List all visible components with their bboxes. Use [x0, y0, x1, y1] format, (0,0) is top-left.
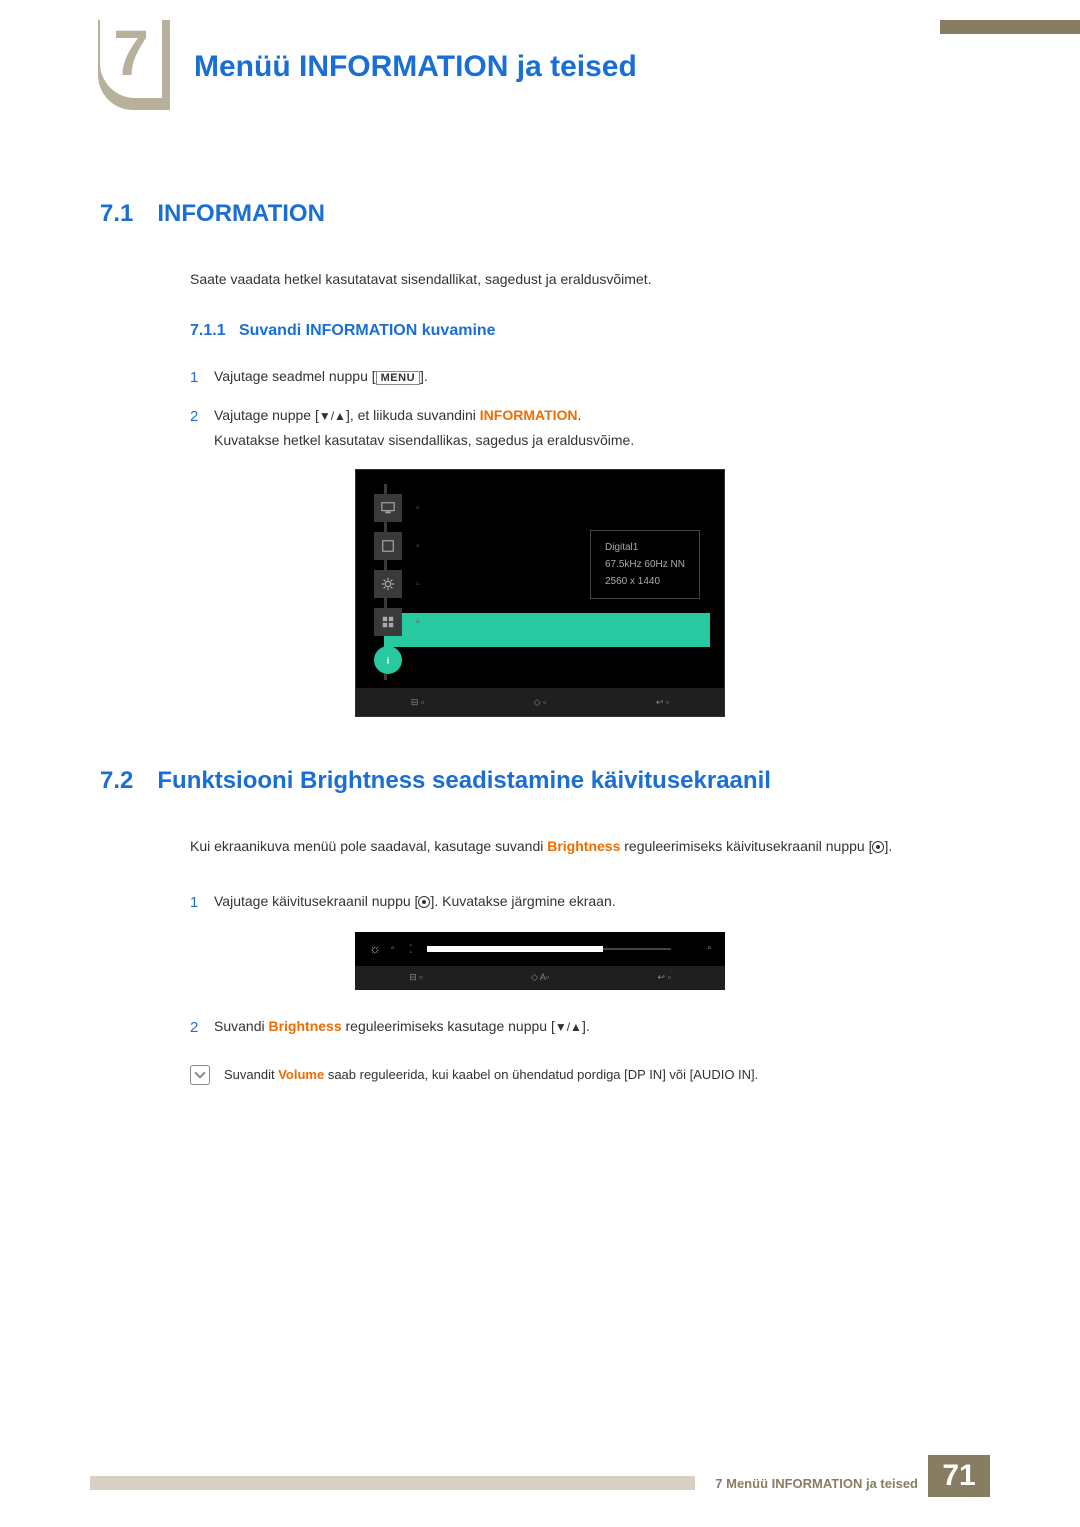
section-7-1-heading: 7.1 INFORMATION — [0, 200, 1080, 228]
info-icon: i — [374, 646, 402, 674]
osd-footer-item: ◇ ▫ — [534, 697, 547, 708]
section-title: Funktsiooni Brightness seadistamine käiv… — [157, 767, 771, 795]
chapter-number: 7 — [100, 8, 162, 98]
footer-bar-light — [90, 1476, 695, 1490]
step-text: Vajutage seadmel nuppu [MENU]. — [214, 364, 980, 391]
subsection-number: 7.1.1 — [190, 322, 226, 339]
note-icon — [190, 1065, 210, 1085]
subsection-title: Suvandi INFORMATION kuvamine — [239, 322, 496, 339]
separator: : — [409, 940, 413, 958]
info-line-3: 2560 x 1440 — [605, 573, 685, 590]
step-2: 2 Vajutage nuppe [▼/▲], et liikuda suvan… — [0, 403, 1080, 453]
step-2-72: 2 Suvandi Brightness reguleerimiseks kas… — [0, 1014, 1080, 1041]
info-line-2: 67.5kHz 60Hz NN — [605, 556, 685, 573]
step-text: Vajutage käivitusekraanil nuppu [ ]. Kuva… — [214, 889, 980, 916]
keyword-volume: Volume — [278, 1067, 324, 1082]
step-number: 2 — [190, 403, 214, 453]
text: saab reguleerida, kui kaabel on ühendatu… — [324, 1067, 758, 1082]
text: reguleerimiseks käivitusekraanil nuppu [ — [620, 838, 872, 854]
footer-text: 7 Menüü INFORMATION ja teised — [715, 1476, 918, 1491]
square-icon — [374, 532, 402, 560]
osd-row: ▫ — [374, 494, 706, 522]
brightness-footer: ⊟ ▫ ◇ A▫ ↩ ▫ — [355, 966, 725, 990]
step-number: 2 — [190, 1014, 214, 1041]
top-accent-bar — [940, 20, 1080, 34]
osd-brightness-screenshot: ☼ ▫ : ▫ ⊟ ▫ ◇ A▫ ↩ ▫ — [355, 932, 725, 990]
text: Kui ekraanikuva menüü pole saadaval, kas… — [190, 838, 547, 854]
footer-item: ⊟ ▫ — [409, 972, 422, 983]
keyword-brightness: Brightness — [547, 838, 620, 854]
step-1: 1 Vajutage seadmel nuppu [MENU]. — [0, 364, 1080, 391]
text: Vajutage käivitusekraanil nuppu [ — [214, 893, 418, 909]
text: Vajutage nuppe [ — [214, 407, 319, 423]
osd-footer-item: ↩ ▫ — [656, 697, 669, 708]
monitor-icon — [374, 494, 402, 522]
brightness-fill — [427, 946, 603, 952]
step-number: 1 — [190, 364, 214, 391]
section-number: 7.1 — [100, 200, 133, 228]
osd-label: ▫ — [416, 579, 420, 590]
text: ], et liikuda suvandini — [346, 407, 480, 423]
text: Suvandi — [214, 1018, 268, 1034]
osd-info-screenshot: ▫ ▫ ▫ ▫ i ▫▫ Digital1 67.5kHz 60Hz NN 256… — [355, 469, 725, 717]
up-down-icon: ▼/▲ — [319, 406, 346, 428]
chapter-number-block: 7 — [90, 20, 170, 120]
osd-label-active: ▫▫ — [416, 655, 423, 666]
osd-info-box: Digital1 67.5kHz 60Hz NN 2560 x 1440 — [590, 530, 700, 599]
gear-icon — [374, 570, 402, 598]
svg-text:i: i — [387, 656, 390, 667]
text: reguleerimiseks kasutage nuppu [ — [342, 1018, 555, 1034]
sun-icon: ☼ — [369, 941, 385, 957]
step-number: 1 — [190, 889, 214, 916]
text: Kuvatakse hetkel kasutatav sisendallikas… — [214, 432, 634, 448]
brightness-label: ▫ — [391, 943, 395, 954]
section-7-2-intro: Kui ekraanikuva menüü pole saadaval, kas… — [0, 835, 1080, 859]
text: . — [578, 407, 582, 423]
page-footer: 7 Menüü INFORMATION ja teised 71 — [90, 1469, 990, 1497]
section-7-1-intro: Saate vaadata hetkel kasutatavat sisenda… — [0, 268, 1080, 292]
info-line-1: Digital1 — [605, 539, 685, 556]
section-title: INFORMATION — [157, 200, 325, 228]
menu-button-label: MENU — [376, 371, 420, 385]
osd-footer-item: ⊟ ▫ — [411, 697, 424, 708]
step-text: Suvandi Brightness reguleerimiseks kasut… — [214, 1014, 980, 1041]
footer-item: ◇ A▫ — [531, 972, 549, 983]
footer-page-number: 71 — [928, 1455, 990, 1497]
text: ]. — [884, 838, 892, 854]
step-text: Vajutage nuppe [▼/▲], et liikuda suvandi… — [214, 403, 980, 453]
brightness-bar: ☼ ▫ : ▫ — [355, 932, 725, 966]
note: Suvandit Volume saab reguleerida, kui ka… — [0, 1065, 1080, 1086]
footer-item: ↩ ▫ — [658, 972, 671, 983]
brightness-value: ▫ — [687, 943, 711, 954]
chapter-header: 7 Menüü INFORMATION ja teised — [0, 0, 1080, 120]
up-down-icon: ▼/▲ — [555, 1017, 582, 1039]
chapter-title: Menüü INFORMATION ja teised — [194, 50, 637, 84]
osd-footer: ⊟ ▫ ◇ ▫ ↩ ▫ — [356, 688, 724, 716]
keyword-brightness: Brightness — [268, 1018, 341, 1034]
section-number: 7.2 — [100, 767, 133, 795]
step-1-72: 1 Vajutage käivitusekraanil nuppu [ ]. Ku… — [0, 889, 1080, 916]
text: ]. — [582, 1018, 590, 1034]
subsection-7-1-1-heading: 7.1.1 Suvandi INFORMATION kuvamine — [0, 322, 1080, 340]
osd-label: ▫ — [416, 503, 420, 514]
text: Vajutage seadmel nuppu [ — [214, 368, 376, 384]
text: ]. Kuvatakse järgmine ekraan. — [430, 893, 615, 909]
osd-row: i ▫▫ — [374, 646, 706, 674]
keyword-information: INFORMATION — [480, 407, 578, 423]
text: ]. — [420, 368, 428, 384]
section-7-2-heading: 7.2 Funktsiooni Brightness seadistamine … — [0, 767, 1080, 795]
osd-row: ▫ — [374, 608, 706, 636]
osd-label: ▫ — [416, 617, 420, 628]
note-text: Suvandit Volume saab reguleerida, kui ka… — [224, 1065, 758, 1086]
brightness-track — [427, 948, 671, 950]
circle-dot-icon — [418, 896, 430, 908]
osd-label: ▫ — [416, 541, 420, 552]
text: Suvandit — [224, 1067, 278, 1082]
page: 7 Menüü INFORMATION ja teised 7.1 INFORM… — [0, 0, 1080, 1527]
grid-icon — [374, 608, 402, 636]
circle-dot-icon — [872, 841, 884, 853]
